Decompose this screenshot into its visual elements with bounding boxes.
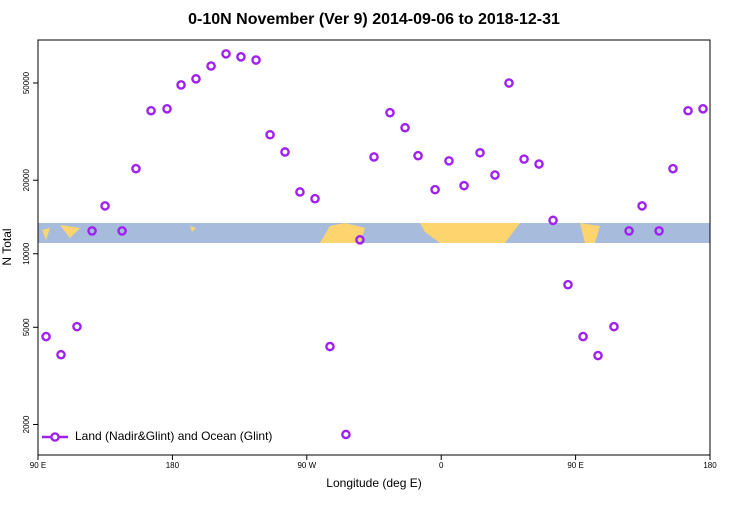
point	[624, 226, 634, 236]
point	[100, 201, 110, 211]
point	[265, 129, 275, 140]
point	[385, 107, 395, 118]
point	[355, 235, 365, 245]
point	[206, 61, 216, 71]
y-tick-label: 5000	[22, 318, 31, 336]
y-tick-label: 10000	[22, 242, 31, 265]
map-band	[38, 223, 710, 243]
x-tick-label: 0	[439, 461, 444, 470]
point	[56, 349, 66, 360]
x-axis-label: Longitude (deg E)	[326, 476, 421, 490]
y-tick-label: 20000	[22, 169, 31, 192]
legend-label: Land (Nadir&Glint) and Ocean (Glint)	[75, 429, 272, 443]
point	[413, 150, 423, 161]
point	[683, 105, 693, 116]
point	[251, 55, 261, 65]
legend-marker	[50, 432, 60, 442]
point	[444, 156, 454, 166]
y-axis-label: N Total	[0, 228, 14, 265]
point	[221, 49, 231, 59]
point	[236, 52, 246, 62]
point	[475, 147, 485, 158]
point	[504, 78, 514, 88]
point	[117, 226, 127, 236]
x-tick-label: 90 E	[30, 461, 46, 470]
point	[341, 429, 351, 440]
point	[519, 154, 529, 164]
point	[295, 187, 305, 197]
x-tick-label: 180	[166, 461, 180, 470]
point	[654, 226, 664, 236]
point	[325, 341, 335, 352]
point	[459, 180, 469, 191]
chart-title: 0-10N November (Ver 9) 2014-09-06 to 201…	[188, 11, 560, 28]
point	[698, 104, 708, 114]
x-tick-label: 90 E	[567, 461, 583, 470]
point	[490, 170, 500, 180]
x-tick-label: 180	[703, 461, 717, 470]
y-tick-label: 50000	[22, 71, 31, 94]
point	[191, 74, 201, 84]
point	[593, 350, 603, 361]
point	[87, 226, 97, 236]
point	[637, 201, 647, 211]
point	[72, 321, 82, 332]
point	[548, 215, 558, 226]
point	[430, 184, 440, 195]
y-tick-label: 2000	[22, 415, 31, 433]
point	[400, 122, 410, 133]
plot-frame	[37, 39, 711, 456]
point	[280, 147, 290, 157]
point	[578, 331, 588, 342]
point	[534, 159, 544, 169]
point	[609, 321, 619, 332]
point	[146, 105, 156, 116]
point	[41, 331, 51, 342]
point	[162, 104, 172, 114]
point	[668, 163, 678, 174]
point	[369, 152, 379, 162]
point	[310, 193, 320, 204]
point	[563, 279, 573, 290]
point	[176, 80, 186, 90]
x-tick-label: 90 W	[297, 461, 316, 470]
point	[131, 163, 141, 174]
